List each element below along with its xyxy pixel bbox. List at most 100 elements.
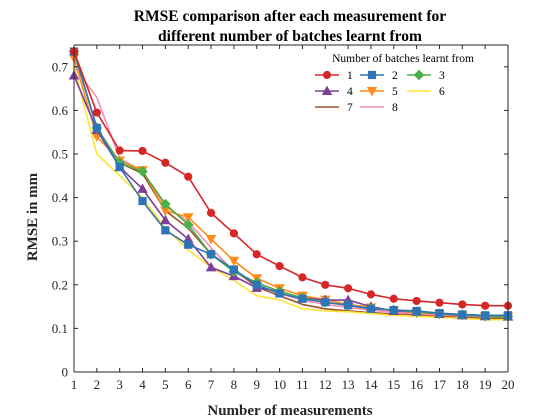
axes-layer: 1 2 3 4 5 6 7 8 9 10 11 12 13 14 15 16 17 18 19 2000.10.20.… <box>52 44 515 392</box>
series-1-point <box>458 300 467 309</box>
series-5-point <box>205 235 217 245</box>
series-2-point <box>115 162 124 172</box>
x-tick-label: 19 <box>479 377 492 392</box>
series-5-point <box>228 256 240 267</box>
legend-label-6: 6 <box>439 86 445 98</box>
x-tick-label: 3 <box>116 377 123 392</box>
series-2-point <box>389 305 398 315</box>
legend-label-8: 8 <box>392 102 398 114</box>
chart-title-line-1: RMSE comparison after each measurement f… <box>134 8 446 25</box>
series-1-point <box>138 146 147 156</box>
series-1-point <box>275 261 284 271</box>
legend-item-2: 2 <box>360 70 398 82</box>
series-5-point <box>182 213 194 223</box>
series-2-point <box>458 310 467 319</box>
series-2-point <box>275 289 284 298</box>
legend-marker-2 <box>367 70 377 80</box>
series-1-point <box>412 296 421 306</box>
series-2-point <box>435 309 444 318</box>
legend-label-2: 2 <box>392 70 398 82</box>
series-1-point <box>435 298 444 307</box>
series-2-point <box>229 265 238 274</box>
x-tick-label: 9 <box>253 377 260 392</box>
series-2-point <box>206 250 216 259</box>
series-2-point <box>321 298 330 307</box>
series-1-point <box>161 158 170 167</box>
series-1-point <box>298 273 307 282</box>
x-tick-label: 15 <box>387 377 400 392</box>
series-1-point <box>252 250 261 259</box>
x-tick-label: 7 <box>208 377 215 392</box>
y-tick-label: 0.6 <box>52 103 69 118</box>
y-tick-label: 0.1 <box>52 321 68 336</box>
series-4-point <box>205 261 217 272</box>
x-tick-label: 5 <box>162 377 169 392</box>
legend-item-7: 7 <box>315 102 353 114</box>
x-tick-label: 16 <box>410 377 424 392</box>
series-2-point <box>252 280 261 289</box>
x-tick-label: 10 <box>273 377 286 392</box>
legend-item-3: 3 <box>407 69 445 82</box>
legend-item-4: 4 <box>315 85 353 98</box>
series-1-point <box>344 284 353 293</box>
y-tick-label: 0 <box>62 365 69 380</box>
series-2-point <box>344 301 353 310</box>
series-4-point <box>137 183 148 193</box>
x-tick-label: 20 <box>502 377 515 392</box>
legend-marker-4 <box>321 85 333 96</box>
series-2-point <box>366 304 376 313</box>
x-tick-label: 14 <box>364 377 378 392</box>
legend-label-3: 3 <box>439 70 445 82</box>
legend-item-5: 5 <box>360 86 398 98</box>
series-1-point <box>184 172 193 181</box>
chart-title-line-2: different number of batches learnt from <box>158 28 422 45</box>
series-1-point <box>321 280 330 289</box>
legend-title: Number of batches learnt from <box>332 53 474 65</box>
legend: Number of batches learnt from 1 2 3 4 5 6 7 8 <box>315 53 474 114</box>
x-tick-label: 4 <box>139 377 146 392</box>
y-tick-label: 0.3 <box>52 234 68 249</box>
x-tick-label: 17 <box>433 377 447 392</box>
legend-label-4: 4 <box>347 86 353 98</box>
legend-item-6: 6 <box>407 86 445 98</box>
series-2-point <box>92 123 101 132</box>
x-tick-label: 11 <box>296 377 309 392</box>
series-1-point <box>115 146 124 155</box>
series-1-point <box>481 301 490 310</box>
legend-label-7: 7 <box>347 102 353 114</box>
legend-label-1: 1 <box>347 70 353 82</box>
legend-item-1: 1 <box>315 70 353 82</box>
series-1-point <box>366 290 376 299</box>
y-tick-label: 0.4 <box>52 190 69 205</box>
series-1-point <box>206 208 216 217</box>
x-tick-label: 8 <box>231 377 238 392</box>
series-3-point <box>137 166 148 177</box>
x-tick-label: 12 <box>319 377 332 392</box>
y-tick-label: 0.7 <box>52 59 69 74</box>
y-axis-label: RMSE in mm <box>25 172 41 261</box>
x-tick-label: 13 <box>342 377 355 392</box>
legend-label-5: 5 <box>392 86 398 98</box>
y-tick-label: 0.5 <box>52 147 68 162</box>
series-2-point <box>184 240 193 249</box>
x-tick-label: 6 <box>185 377 192 392</box>
legend-item-8: 8 <box>360 102 398 114</box>
series-1-point <box>92 108 101 117</box>
x-tick-label: 1 <box>71 377 78 392</box>
series-2-point <box>298 294 307 303</box>
legend-marker-5 <box>366 86 378 97</box>
series-2-point <box>481 311 490 320</box>
series-2 <box>69 47 513 320</box>
x-axis-label: Number of measurements <box>207 403 372 419</box>
series-1-point <box>389 294 398 303</box>
series-3-point <box>182 219 194 230</box>
series-3-point <box>160 198 171 210</box>
y-tick-label: 0.2 <box>52 277 68 292</box>
series-1-point <box>229 229 238 238</box>
legend-marker-1 <box>322 70 332 80</box>
series-2-point <box>138 196 147 206</box>
series-2-point <box>412 306 421 316</box>
x-tick-label: 18 <box>456 377 469 392</box>
